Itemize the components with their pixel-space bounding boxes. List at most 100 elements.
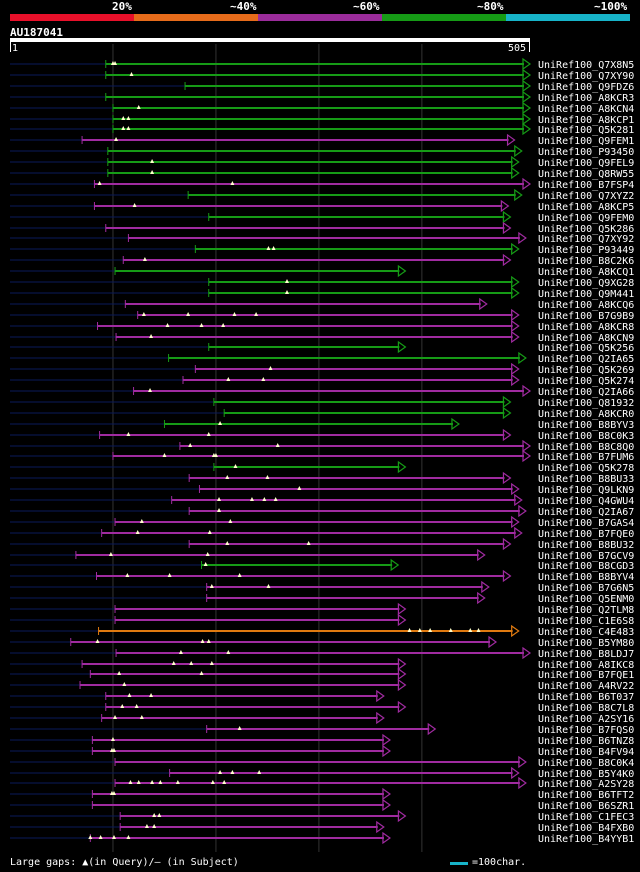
hit-label[interactable]: UniRef100_B6SZR1 [538,801,634,812]
hit-label[interactable]: UniRef100_A8IKC8 [538,660,634,671]
hit-row[interactable]: UniRef100_B8CGD3 [10,558,634,572]
hit-row[interactable]: UniRef100_A8KCP5 [10,199,634,213]
hit-row[interactable]: UniRef100_Q81932 [10,395,634,409]
hit-label[interactable]: UniRef100_A8KCN4 [538,104,634,115]
hit-label[interactable]: UniRef100_Q5K256 [538,343,634,354]
hit-label[interactable]: UniRef100_A8KCR0 [538,409,634,420]
hit-row[interactable]: UniRef100_Q5K274 [10,373,634,387]
hit-label[interactable]: UniRef100_Q7XYZ2 [538,191,634,202]
hit-row[interactable]: UniRef100_A8KCR3 [10,90,634,104]
hit-label[interactable]: UniRef100_A2SY16 [538,714,634,725]
hit-label[interactable]: UniRef100_A8KCQ6 [538,300,634,311]
hit-label[interactable]: UniRef100_B7FQE1 [538,670,634,681]
hit-label[interactable]: UniRef100_B6TNZ8 [538,736,634,747]
hit-row[interactable]: UniRef100_B6TFT2 [10,787,634,801]
hit-label[interactable]: UniRef100_B7FSP4 [538,180,634,191]
hit-label[interactable]: UniRef100_A8KCR3 [538,93,634,104]
hit-row[interactable]: UniRef100_Q5ENM0 [10,591,634,605]
hit-label[interactable]: UniRef100_Q9M441 [538,289,634,300]
hit-row[interactable]: UniRef100_B7FUM6 [10,449,634,463]
hit-label[interactable]: UniRef100_B5YM80 [538,638,634,649]
hit-row[interactable]: UniRef100_B8C2K6 [10,253,634,267]
hit-label[interactable]: UniRef100_Q7X8N5 [538,60,634,71]
hit-label[interactable]: UniRef100_B6T037 [538,692,634,703]
hit-label[interactable]: UniRef100_B8LDJ7 [538,649,634,660]
hit-label[interactable]: UniRef100_P93450 [538,147,634,158]
hit-row[interactable]: UniRef100_B7FQS0 [10,722,634,736]
hit-row[interactable]: UniRef100_B7FQE0 [10,526,634,540]
hit-label[interactable]: UniRef100_B7GAS4 [538,518,634,529]
hit-label[interactable]: UniRef100_A8KCR8 [538,322,634,333]
hit-label[interactable]: UniRef100_B8BU33 [538,474,634,485]
hit-row[interactable]: UniRef100_A8IKC8 [10,657,634,671]
hit-row[interactable]: UniRef100_B7FQE1 [10,667,634,681]
hit-label[interactable]: UniRef100_B8BYV3 [538,420,634,431]
hit-row[interactable]: UniRef100_Q5K286 [10,221,634,235]
hit-row[interactable]: UniRef100_C4E483 [10,624,634,638]
hit-label[interactable]: UniRef100_B8C0K4 [538,758,634,769]
hit-label[interactable]: UniRef100_Q7XY92 [538,234,634,245]
hit-row[interactable]: UniRef100_B8C7L8 [10,700,634,714]
hit-label[interactable]: UniRef100_B5Y4K0 [538,769,634,780]
hit-label[interactable]: UniRef100_Q81932 [538,398,634,409]
hit-row[interactable]: UniRef100_Q7XYZ2 [10,188,634,202]
hit-row[interactable]: UniRef100_C1E6S8 [10,613,634,627]
hit-row[interactable]: UniRef100_B8C8Q0 [10,439,634,453]
hit-row[interactable]: UniRef100_A2SY28 [10,776,634,790]
hit-row[interactable]: UniRef100_C1FEC3 [10,809,634,823]
hit-row[interactable]: UniRef100_B7G9B9 [10,308,634,322]
hit-row[interactable]: UniRef100_Q5K269 [10,362,634,376]
hit-label[interactable]: UniRef100_B8CGD3 [538,561,634,572]
hit-row[interactable]: UniRef100_B8BU33 [10,471,634,485]
hit-row[interactable]: UniRef100_Q2IA66 [10,384,634,398]
hit-label[interactable]: UniRef100_B4YYB1 [538,834,634,845]
hit-label[interactable]: UniRef100_Q9FDZ6 [538,82,634,93]
hit-row[interactable]: UniRef100_A8KCN9 [10,330,634,344]
hit-row[interactable]: UniRef100_Q4GWU4 [10,493,634,507]
hit-row[interactable]: UniRef100_B5Y4K0 [10,766,634,780]
hit-label[interactable]: UniRef100_B6TFT2 [538,790,634,801]
hit-label[interactable]: UniRef100_Q5K274 [538,376,634,387]
hit-label[interactable]: UniRef100_Q9XG28 [538,278,634,289]
hit-row[interactable]: UniRef100_A2SY16 [10,711,634,725]
hit-label[interactable]: UniRef100_B7GCV9 [538,551,634,562]
hit-label[interactable]: UniRef100_B7G6N5 [538,583,634,594]
hit-row[interactable]: UniRef100_B5YM80 [10,635,634,649]
hit-label[interactable]: UniRef100_B8C0K3 [538,431,634,442]
hit-row[interactable]: UniRef100_B4YYB1 [10,831,634,845]
hit-label[interactable]: UniRef100_Q2TLM8 [538,605,634,616]
hit-label[interactable]: UniRef100_A8KCN9 [538,333,634,344]
hit-label[interactable]: UniRef100_B7G9B9 [538,311,634,322]
hit-row[interactable]: UniRef100_B8C0K3 [10,428,634,442]
hit-label[interactable]: UniRef100_Q5K281 [538,125,634,136]
hit-label[interactable]: UniRef100_B8BU32 [538,540,634,551]
hit-label[interactable]: UniRef100_Q5K269 [538,365,634,376]
hit-row[interactable]: UniRef100_Q9FEM1 [10,133,634,147]
hit-row[interactable]: UniRef100_B6SZR1 [10,798,634,812]
hit-label[interactable]: UniRef100_Q9FEM1 [538,136,634,147]
hit-label[interactable]: UniRef100_Q2IA65 [538,354,634,365]
hit-label[interactable]: UniRef100_A8KCQ1 [538,267,634,278]
hit-row[interactable]: UniRef100_B7FSP4 [10,177,634,191]
hit-label[interactable]: UniRef100_B8C8Q0 [538,442,634,453]
hit-row[interactable]: UniRef100_Q8RW55 [10,166,634,180]
hit-row[interactable]: UniRef100_Q7XY92 [10,231,634,245]
hit-label[interactable]: UniRef100_B8C2K6 [538,256,634,267]
hit-label[interactable]: UniRef100_C1FEC3 [538,812,634,823]
hit-label[interactable]: UniRef100_Q2IA67 [538,507,634,518]
hit-label[interactable]: UniRef100_B4FV94 [538,747,634,758]
hit-row[interactable]: UniRef100_Q2IA67 [10,504,634,518]
hit-row[interactable]: UniRef100_Q9FEL9 [10,155,634,169]
hit-label[interactable]: UniRef100_Q2IA66 [538,387,634,398]
hit-label[interactable]: UniRef100_Q5K286 [538,224,634,235]
hit-row[interactable]: UniRef100_B8BU32 [10,537,634,551]
hit-row[interactable]: UniRef100_P93449 [10,242,634,256]
hit-row[interactable]: UniRef100_Q5K256 [10,340,634,354]
hit-label[interactable]: UniRef100_A8KCP1 [538,115,634,126]
hit-label[interactable]: UniRef100_P93449 [538,245,634,256]
hit-row[interactable]: UniRef100_Q9LKN9 [10,482,634,496]
hit-row[interactable]: UniRef100_B7GCV9 [10,548,634,562]
hit-row[interactable]: UniRef100_B8BYV3 [10,417,634,431]
hit-row[interactable]: UniRef100_Q5K281 [10,122,634,136]
hit-label[interactable]: UniRef100_Q8RW55 [538,169,634,180]
